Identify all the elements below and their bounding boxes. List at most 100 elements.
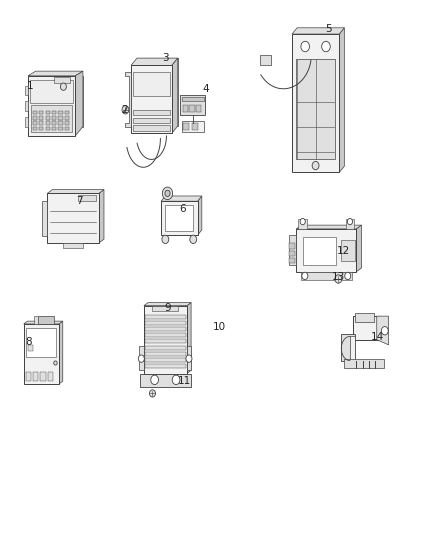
Bar (26, 372, 31, 382)
Bar (196, 105, 201, 112)
Bar (46, 116, 50, 120)
Bar (65, 111, 69, 115)
Bar (344, 359, 384, 368)
Text: 5: 5 (325, 24, 332, 34)
Bar (144, 306, 187, 374)
Polygon shape (24, 321, 63, 324)
Bar (145, 358, 186, 362)
Polygon shape (144, 303, 191, 306)
Circle shape (300, 219, 305, 225)
Circle shape (186, 355, 192, 362)
Polygon shape (137, 58, 178, 126)
Bar (145, 314, 186, 319)
Bar (40, 372, 46, 382)
Bar (65, 122, 69, 125)
Circle shape (312, 161, 319, 169)
Bar (353, 316, 379, 340)
Bar (30, 80, 73, 103)
Bar (290, 244, 294, 248)
Bar (192, 123, 198, 130)
Polygon shape (296, 225, 361, 229)
Bar (296, 229, 357, 272)
Circle shape (381, 327, 388, 335)
Bar (52, 122, 57, 125)
Text: 9: 9 (164, 303, 171, 313)
Circle shape (138, 355, 144, 362)
Polygon shape (124, 72, 131, 126)
Bar (260, 55, 271, 64)
Polygon shape (198, 196, 202, 235)
Polygon shape (36, 76, 83, 126)
Bar (39, 111, 43, 115)
Bar (298, 220, 307, 229)
Bar (189, 105, 194, 112)
Bar (33, 111, 37, 115)
Circle shape (122, 106, 129, 114)
Bar (65, 126, 69, 130)
Text: 13: 13 (332, 272, 345, 282)
Bar (290, 251, 294, 256)
Bar (24, 324, 59, 384)
Text: 12: 12 (337, 246, 350, 256)
Polygon shape (187, 303, 191, 374)
Circle shape (162, 235, 169, 244)
Bar (26, 328, 57, 357)
Circle shape (335, 275, 342, 283)
Bar (58, 116, 63, 120)
Bar (28, 345, 33, 351)
Bar (145, 327, 186, 331)
Circle shape (162, 187, 173, 200)
Bar (289, 235, 296, 265)
Bar (133, 110, 170, 115)
Polygon shape (339, 28, 344, 173)
Bar (46, 126, 50, 130)
Circle shape (165, 190, 170, 197)
Bar (145, 321, 186, 325)
Polygon shape (292, 28, 344, 34)
Bar (290, 258, 294, 263)
Bar (133, 72, 170, 96)
Bar (145, 333, 186, 337)
Bar (33, 126, 37, 130)
Bar (145, 364, 186, 368)
Polygon shape (180, 95, 205, 115)
Circle shape (54, 361, 57, 365)
Text: 4: 4 (203, 84, 209, 94)
Polygon shape (47, 190, 104, 193)
Text: 2: 2 (121, 105, 128, 115)
Bar (78, 195, 96, 201)
Bar (300, 272, 352, 280)
Text: 1: 1 (27, 82, 33, 91)
Bar (54, 77, 71, 83)
Bar (166, 205, 193, 231)
Bar (63, 243, 83, 248)
Bar (46, 122, 50, 125)
Bar (183, 105, 187, 112)
Polygon shape (131, 58, 178, 66)
Bar (58, 111, 63, 115)
Bar (52, 111, 57, 115)
Bar (296, 59, 335, 159)
Bar (47, 193, 99, 243)
Text: 6: 6 (179, 204, 186, 214)
Bar (39, 116, 43, 120)
Bar (25, 117, 28, 126)
Bar (182, 97, 204, 101)
Text: 7: 7 (76, 196, 83, 206)
Bar (52, 126, 57, 130)
Polygon shape (357, 225, 361, 272)
Bar (32, 104, 72, 132)
Polygon shape (75, 71, 83, 136)
Bar (39, 122, 43, 125)
Bar (145, 340, 186, 343)
Bar (38, 316, 53, 324)
Bar (303, 238, 336, 265)
Circle shape (347, 219, 353, 225)
Circle shape (190, 235, 197, 244)
Bar (133, 125, 170, 131)
Bar (33, 372, 38, 382)
Bar (152, 306, 178, 311)
Bar (139, 346, 144, 370)
Bar (131, 66, 172, 133)
Text: 8: 8 (25, 337, 32, 347)
